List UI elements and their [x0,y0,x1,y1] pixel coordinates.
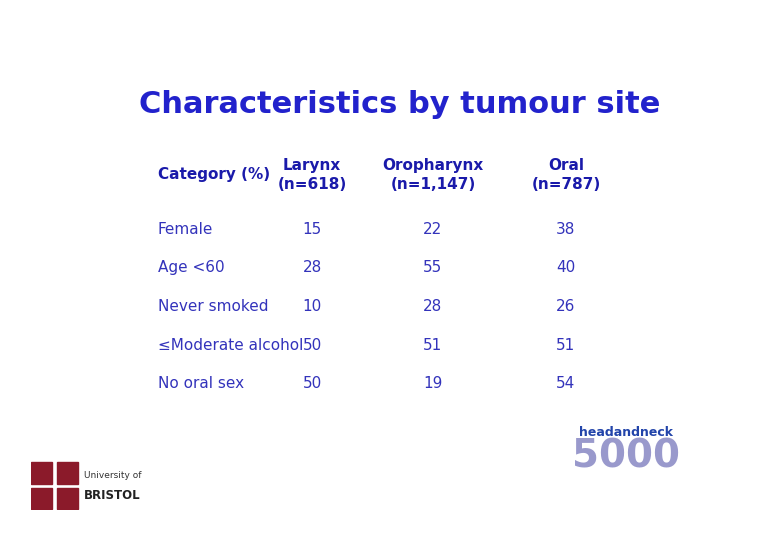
Text: 26: 26 [556,299,576,314]
Text: 19: 19 [424,376,443,391]
Bar [31,462,52,484]
Text: 38: 38 [556,221,576,237]
Text: 5000: 5000 [573,438,680,476]
Text: 51: 51 [556,338,576,353]
Text: 50: 50 [303,338,321,353]
Text: headandneck: headandneck [580,426,673,439]
Text: 50: 50 [303,376,321,391]
Text: 55: 55 [424,260,442,275]
Text: ≤Moderate alcohol: ≤Moderate alcohol [158,338,303,353]
Text: 15: 15 [303,221,321,237]
Bar [56,488,78,509]
Text: BRISTOL: BRISTOL [84,489,141,502]
Text: 22: 22 [424,221,442,237]
Text: 54: 54 [556,376,576,391]
Bar [56,462,78,484]
Text: Larynx
(n=618): Larynx (n=618) [278,158,347,192]
Text: No oral sex: No oral sex [158,376,244,391]
Bar [31,488,52,509]
Text: Age <60: Age <60 [158,260,225,275]
Text: Characteristics by tumour site: Characteristics by tumour site [139,90,661,119]
Text: 28: 28 [424,299,442,314]
Text: 40: 40 [556,260,576,275]
Text: 28: 28 [303,260,321,275]
Text: 10: 10 [303,299,321,314]
Text: Oral
(n=787): Oral (n=787) [531,158,601,192]
Text: Female: Female [158,221,213,237]
Text: Never smoked: Never smoked [158,299,268,314]
Text: University of: University of [84,471,142,480]
Text: 51: 51 [424,338,442,353]
Text: Category (%): Category (%) [158,167,270,183]
Text: Oropharynx
(n=1,147): Oropharynx (n=1,147) [382,158,484,192]
